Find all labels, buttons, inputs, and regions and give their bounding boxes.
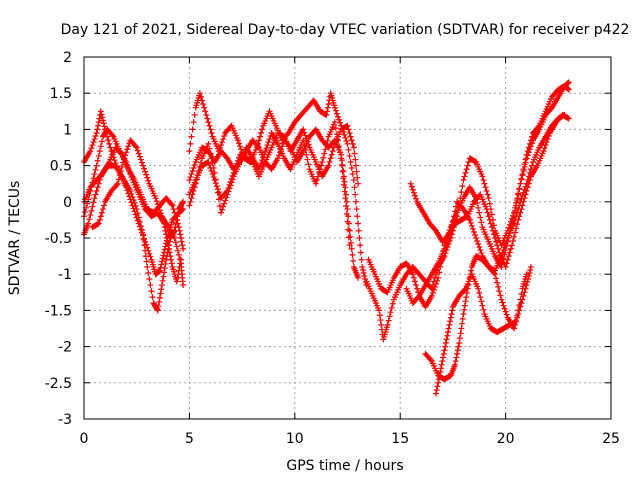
x-tick-label: 15 (391, 431, 409, 447)
x-tick-label: 5 (185, 431, 194, 447)
y-tick-label: -1 (58, 267, 72, 283)
data-point-markers (89, 137, 187, 289)
series-track-o (433, 271, 530, 397)
data-point-markers (186, 90, 370, 289)
series-track-j (363, 79, 572, 343)
y-tick-label: -3 (58, 412, 72, 428)
data-point-markers (186, 122, 362, 202)
y-tick-label: -2 (58, 340, 72, 356)
chart-title: Day 121 of 2021, Sidereal Day-to-day VTE… (61, 22, 630, 38)
series-track-i (186, 119, 353, 249)
series-track-g (186, 126, 362, 281)
data-point-markers (363, 79, 572, 343)
data-point-markers (186, 126, 362, 281)
tick-layer: 0 5 10 15 20 25 -3 -2.5 -2 -1.5 -1 -0.5 0 0.5 1 1.5 2 (45, 50, 620, 447)
series-track-f (186, 90, 370, 289)
y-tick-label: 0.5 (50, 159, 72, 175)
x-tick-label: 25 (602, 431, 620, 447)
y-tick-label: 0 (63, 195, 72, 211)
y-tick-label: 1 (63, 122, 72, 138)
data-layer (81, 79, 572, 397)
x-tick-label: 0 (80, 431, 89, 447)
y-tick-label: 1.5 (50, 86, 72, 102)
series-track-m (403, 111, 568, 307)
series-track-h (186, 122, 362, 202)
y-tick-label: 2 (63, 50, 72, 66)
x-tick-label: 20 (497, 431, 515, 447)
y-axis-label: SDTVAR / TECUs (7, 181, 23, 296)
y-tick-label: -1.5 (45, 303, 72, 319)
data-point-markers (186, 119, 353, 249)
data-point-markers (403, 111, 568, 307)
series-track-e (89, 137, 187, 289)
plot-frame (83, 56, 612, 420)
data-point-markers (365, 82, 572, 310)
series-track-k (365, 82, 572, 310)
x-tick-label: 10 (286, 431, 304, 447)
x-axis-label: GPS time / hours (286, 458, 403, 474)
y-tick-label: -0.5 (45, 231, 72, 247)
grid-layer (84, 57, 611, 419)
data-point-markers (433, 271, 530, 397)
y-tick-label: -2.5 (45, 376, 72, 392)
